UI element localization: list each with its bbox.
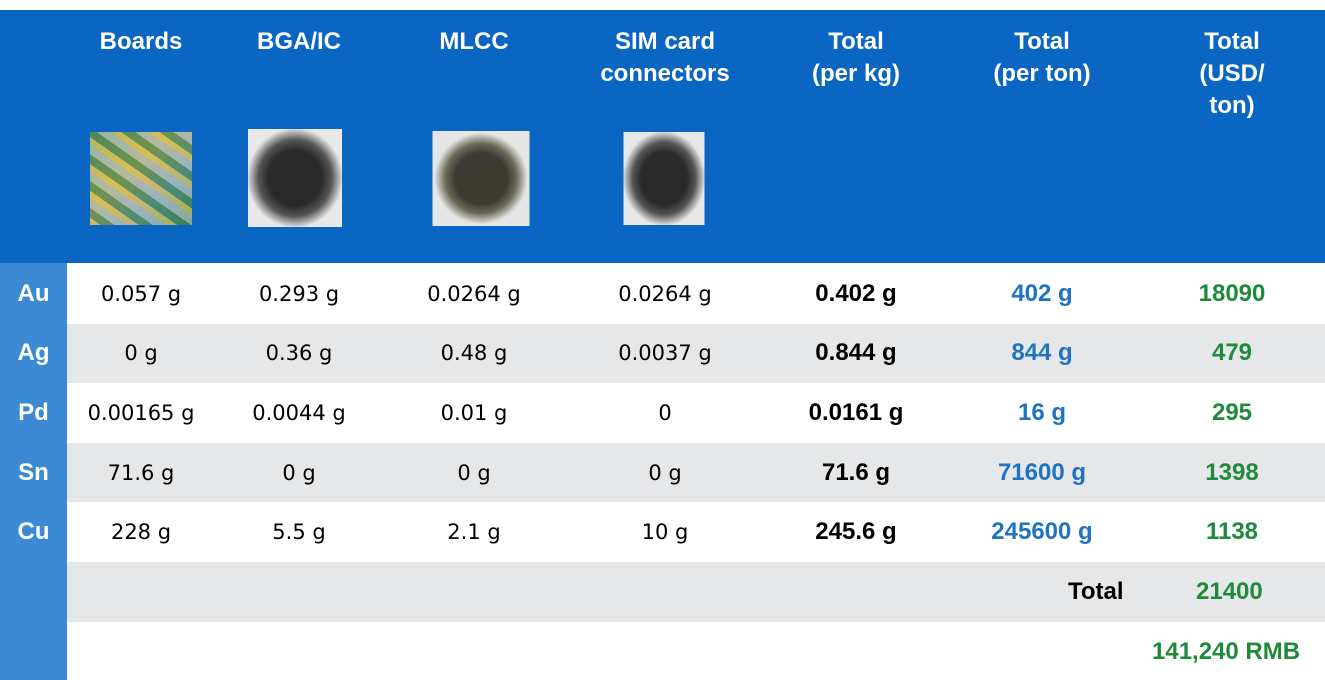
cell-au-boards: 0.057 g [100, 281, 182, 306]
header-boards: Boards [99, 28, 183, 55]
cell-au-mlcc: 0.0264 g [427, 281, 521, 306]
cell-sn-mlcc: 0 g [457, 460, 491, 485]
cell-cu-bga-ic: 5.5 g [272, 520, 326, 545]
cell-pd-mlcc: 0.01 g [440, 401, 508, 425]
cell-pd-bga-ic: 0.0044 g [252, 401, 346, 425]
row-label-ag: Ag [17, 339, 50, 367]
summary-row [67, 562, 1325, 622]
cell-cu-mlcc: 2.1 g [447, 520, 501, 545]
cell-cu-total-ton: 245600 g [991, 518, 1093, 546]
cell-pd-total-kg: 0.0161 g [808, 399, 904, 426]
cell-ag-bga-ic: 0.36 g [265, 341, 333, 366]
grand-total-label: Total [1068, 578, 1124, 605]
cell-pd-usd: 295 [1211, 399, 1253, 426]
cell-au-sim: 0.0264 g [618, 281, 712, 306]
header-total-per-kg: Total (per kg) [811, 28, 901, 87]
cell-sn-sim: 0 g [648, 460, 682, 485]
cell-pd-sim: 0 [658, 401, 672, 425]
cell-au-usd: 18090 [1198, 279, 1266, 307]
table-row [67, 323, 1325, 384]
cell-cu-sim: 10 g [641, 520, 689, 545]
table-row [67, 264, 1325, 324]
table-row [67, 502, 1325, 563]
cell-ag-usd: 479 [1211, 339, 1253, 367]
cell-sn-bga-ic: 0 g [282, 460, 316, 485]
row-label-au: Au [17, 279, 50, 307]
row-label-pd: Pd [18, 399, 49, 426]
cell-au-total-ton: 402 g [1011, 279, 1073, 307]
row-label-sidebar [0, 263, 67, 680]
cell-cu-usd: 1138 [1205, 518, 1259, 546]
cell-sn-boards: 71.6 g [107, 460, 175, 485]
grand-total-rmb: 141,240 RMB [1152, 638, 1301, 665]
sim-connectors-photo [623, 132, 705, 225]
header-mlcc: MLCC [439, 28, 509, 55]
cell-au-total-kg: 0.402 g [815, 279, 897, 307]
cell-pd-total-ton: 16 g [1017, 399, 1067, 426]
cell-ag-total-kg: 0.844 g [815, 339, 897, 367]
header-band: Boards BGA/IC MLCC SIM card connectors T… [0, 10, 1325, 263]
cell-ag-total-ton: 844 g [1011, 339, 1073, 367]
header-sim-card-connectors: SIM card connectors [600, 28, 730, 87]
boards-photo [90, 132, 192, 225]
table-row [67, 442, 1325, 503]
cell-ag-sim: 0.0037 g [618, 341, 712, 366]
cell-pd-boards: 0.00165 g [87, 401, 195, 425]
row-label-sn: Sn [18, 458, 49, 486]
grand-total-usd: 21400 [1196, 578, 1263, 605]
cell-sn-total-ton: 71600 g [997, 458, 1087, 486]
cell-sn-usd: 1398 [1205, 458, 1259, 486]
cell-au-bga-ic: 0.293 g [258, 281, 340, 306]
header-total-usd-per-ton: Total (USD/ ton) [1199, 28, 1265, 119]
mlcc-photo [432, 131, 530, 226]
cell-ag-mlcc: 0.48 g [440, 341, 508, 366]
cell-cu-total-kg: 245.6 g [815, 518, 897, 546]
row-label-cu: Cu [17, 518, 50, 546]
bga-ic-photo [248, 129, 342, 227]
header-bga-ic: BGA/IC [257, 28, 341, 55]
cell-ag-boards: 0 g [124, 341, 158, 366]
cell-sn-total-kg: 71.6 g [821, 458, 891, 486]
table-row [67, 383, 1325, 444]
cell-cu-boards: 228 g [110, 520, 172, 545]
header-total-per-ton: Total (per ton) [993, 28, 1091, 87]
